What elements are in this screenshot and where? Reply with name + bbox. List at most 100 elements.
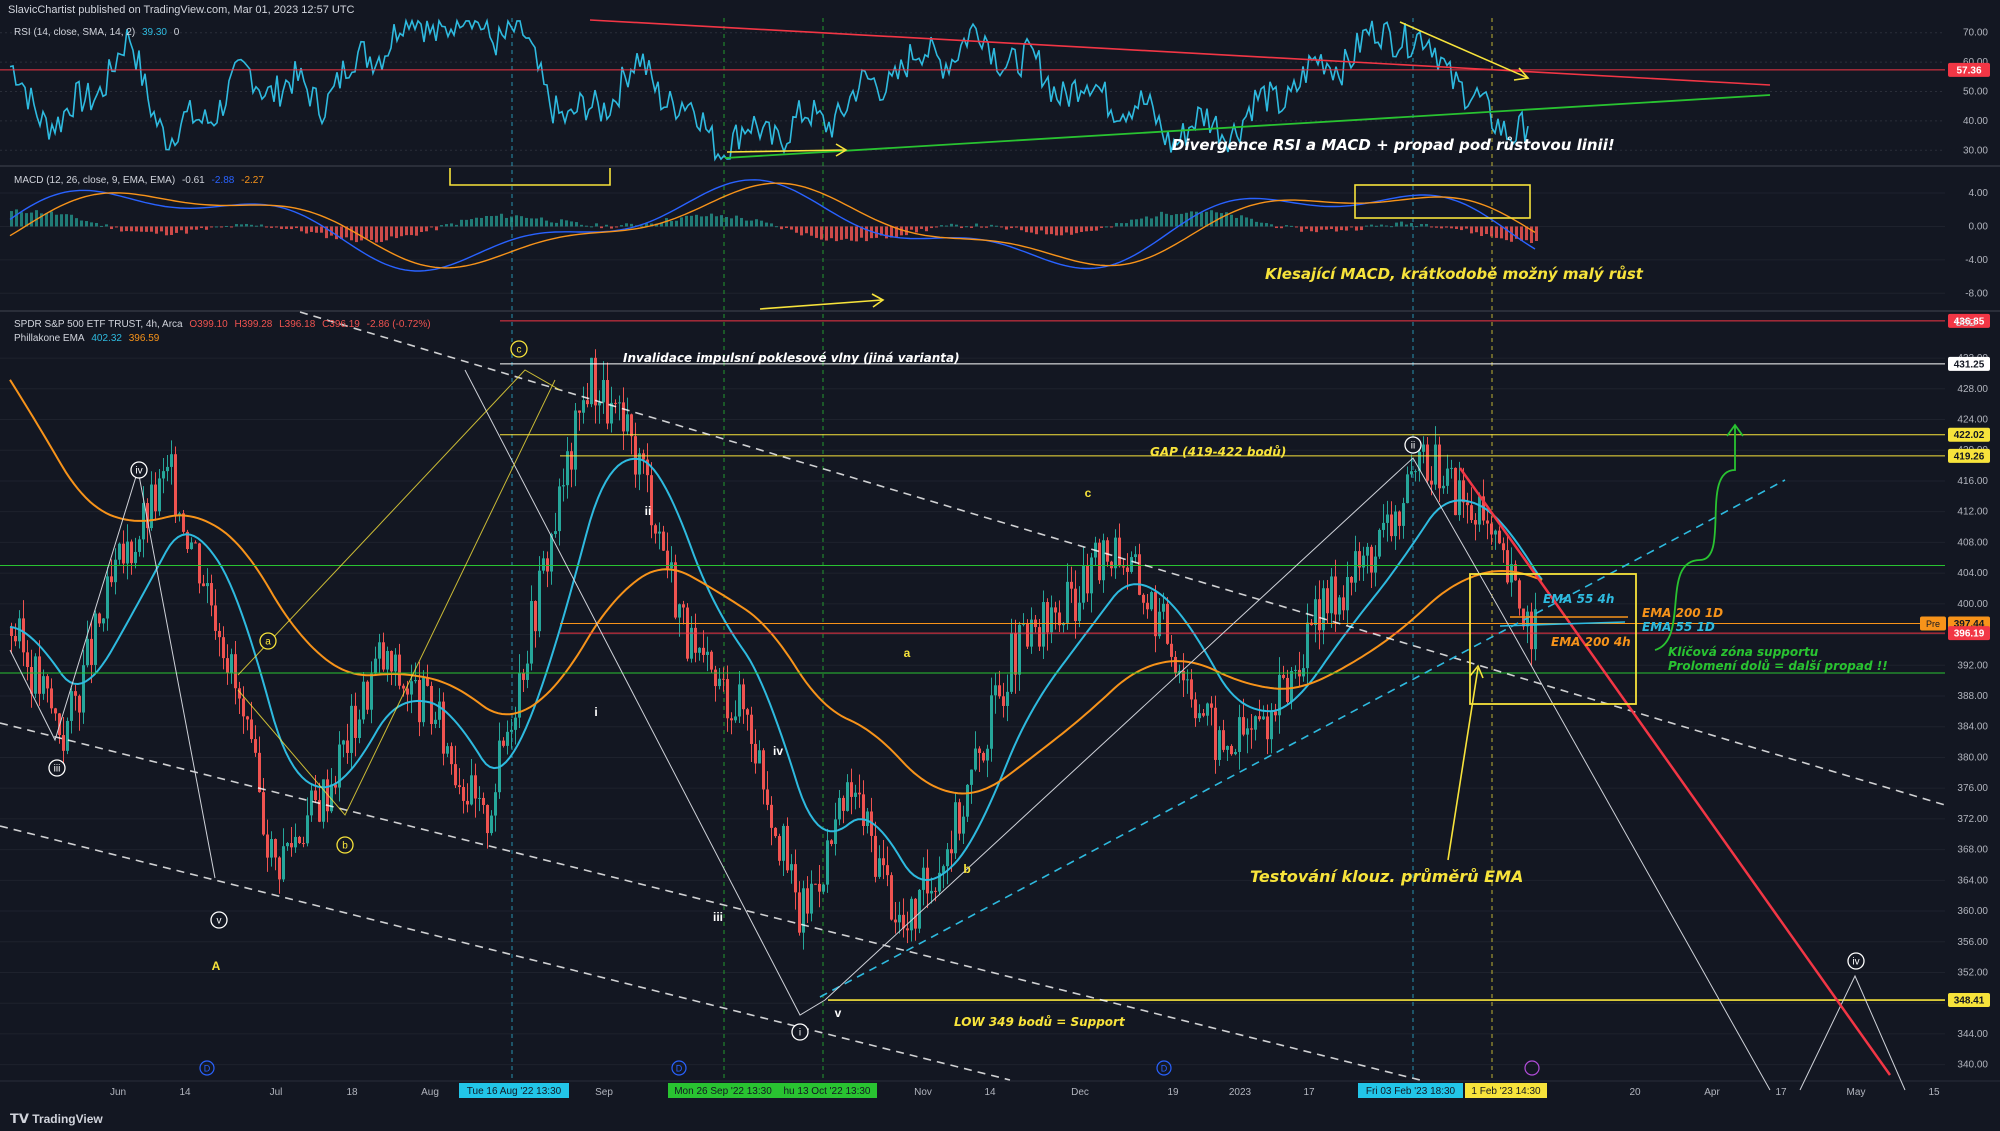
wave-label: i — [594, 705, 597, 719]
macd-histogram-bar — [590, 226, 593, 228]
candle-body — [582, 400, 585, 413]
macd-histogram-bar — [1430, 226, 1433, 228]
macd-histogram-bar — [1380, 224, 1383, 227]
macd-histogram-bar — [180, 226, 183, 231]
candle-body — [818, 883, 821, 892]
macd-histogram-bar — [1010, 226, 1013, 229]
candle-body — [586, 400, 589, 405]
macd-histogram-bar — [1435, 226, 1438, 228]
macd-histogram-bar — [835, 226, 838, 242]
wave-label-circled: iii — [54, 764, 61, 775]
candle-body — [1266, 716, 1269, 740]
price-tick-label: 376.00 — [1957, 783, 1988, 794]
candle-body — [1530, 611, 1533, 650]
candle-body — [722, 678, 725, 680]
macd-histogram-bar — [490, 216, 493, 227]
macd-histogram-bar — [1335, 226, 1338, 232]
candle-body — [518, 672, 521, 718]
candle-body — [1314, 599, 1317, 626]
macd-histogram-bar — [540, 217, 543, 227]
macd-histogram-bar — [550, 222, 553, 227]
macd-histogram-bar — [1095, 226, 1098, 231]
macd-histogram-bar — [1445, 226, 1448, 228]
tradingview-logo[interactable]: 𝗧𝗩 TradingView — [10, 1111, 103, 1127]
macd-histogram-bar — [600, 226, 603, 229]
candle-body — [882, 858, 885, 866]
macd-histogram-bar — [1340, 226, 1343, 231]
macd-histogram-bar — [665, 218, 668, 227]
time-highlight-badge — [459, 1083, 569, 1098]
macd-histogram-bar — [995, 225, 998, 227]
candle-body — [666, 550, 669, 569]
candle-body — [786, 825, 789, 871]
time-tick-label: Jul — [270, 1087, 283, 1098]
macd-histogram-bar — [1480, 226, 1483, 236]
candle-body — [1330, 576, 1333, 614]
arrow-head-icon — [871, 293, 885, 308]
macd-histogram-bar — [675, 220, 678, 227]
candle-body — [278, 857, 281, 880]
time-highlight-badge — [1465, 1083, 1547, 1098]
candle-body — [810, 883, 813, 914]
macd-histogram-bar — [415, 226, 418, 236]
macd-histogram-bar — [1205, 211, 1208, 227]
candle-body — [190, 542, 193, 550]
macd-histogram-bar — [365, 226, 368, 239]
candle-body — [322, 779, 325, 822]
macd-histogram-bar — [1315, 226, 1318, 233]
macd-histogram-bar — [1025, 226, 1028, 233]
macd-signal-line — [9, 182, 1536, 269]
macd-histogram-bar — [15, 209, 18, 227]
ohlc-open: O399.10 — [189, 319, 228, 330]
macd-histogram-bar — [1120, 223, 1123, 227]
macd-histogram-bar — [850, 226, 853, 241]
macd-histogram-bar — [245, 223, 248, 227]
candle-body — [662, 531, 665, 551]
macd-histogram-bar — [115, 226, 118, 228]
axes: 432.00428.00424.00420.00416.00412.00408.… — [110, 28, 1990, 1098]
macd-histogram-bar — [1130, 219, 1133, 227]
price-badge-label: 436.85 — [1954, 316, 1985, 327]
wave-label-circled-yellow-circle — [336, 836, 354, 854]
rsi-legend-name: RSI (14, close, SMA, 14, 2) — [14, 27, 136, 38]
macd-histogram-bar — [1160, 211, 1163, 227]
macd-histogram-bar — [1190, 211, 1193, 227]
candle-body — [678, 604, 681, 618]
candle-body — [506, 731, 509, 746]
macd-histogram-bar — [1290, 225, 1293, 227]
dividend-marker-label: D — [204, 1064, 211, 1074]
macd-histogram-bar — [1465, 226, 1468, 229]
price-badge — [1948, 356, 1990, 371]
time-highlight-label: hu 13 Oct '22 13:30 — [784, 1086, 871, 1097]
candle-body — [790, 864, 793, 871]
macd-histogram-bar — [1145, 216, 1148, 227]
candle-body — [766, 789, 769, 805]
candle-body — [1086, 565, 1089, 594]
time-tick-label: Apr — [1704, 1087, 1720, 1098]
candle-body — [1474, 520, 1477, 525]
macd-histogram-bar — [630, 223, 633, 227]
ema200-1d-label: EMA 200 1D — [1642, 606, 1724, 620]
time-tick-label: 14 — [984, 1087, 996, 1098]
macd-histogram-bar — [715, 216, 718, 227]
candle-body — [138, 539, 141, 552]
candle-body — [486, 804, 489, 834]
candle-body — [862, 794, 865, 827]
candle-body — [1390, 514, 1393, 537]
candle-body — [930, 890, 933, 894]
macd-histogram-bar — [20, 212, 23, 227]
macd-histogram-bar — [300, 226, 303, 232]
candle-body — [410, 681, 413, 695]
candle-body — [1342, 597, 1345, 611]
wave-label-circled-yellow: c — [517, 345, 522, 356]
macd-histogram-bar — [1455, 226, 1458, 229]
candle-body — [78, 695, 81, 713]
wave-label-circled-yellow: a — [265, 637, 271, 648]
candle-body — [1406, 474, 1409, 504]
macd-histogram-bar — [760, 220, 763, 227]
candle-body — [434, 719, 437, 725]
wave-label-circled: i — [799, 1028, 801, 1039]
macd-histogram-bar — [260, 224, 263, 227]
